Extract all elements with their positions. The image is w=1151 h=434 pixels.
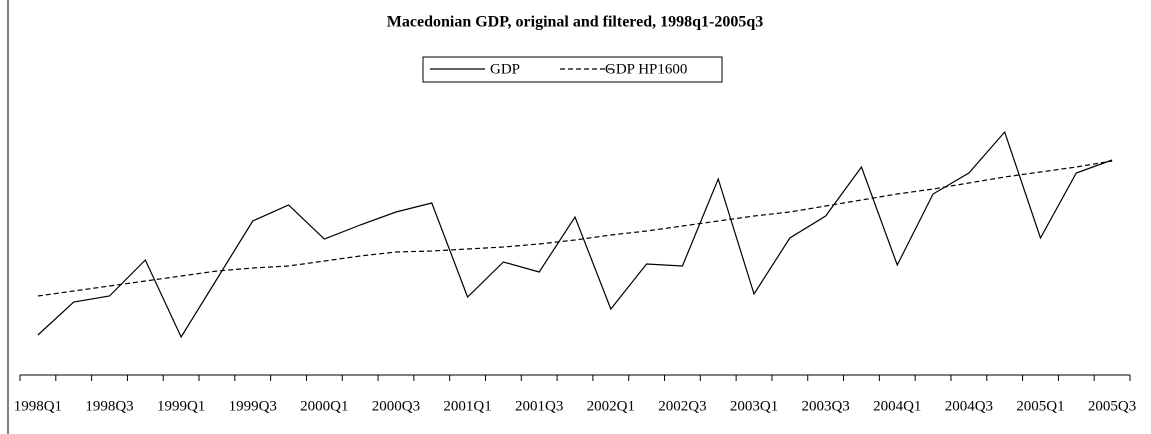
- legend-label: GDP: [490, 61, 520, 77]
- x-tick-label: 2001Q1: [443, 398, 491, 414]
- x-tick-label: 2000Q3: [372, 398, 420, 414]
- x-tick-label: 2003Q3: [801, 398, 849, 414]
- x-tick-label: 1998Q1: [14, 398, 62, 414]
- x-tick-label: 1999Q3: [229, 398, 277, 414]
- x-tick-label: 2000Q1: [300, 398, 348, 414]
- x-tick-label: 2002Q1: [587, 398, 635, 414]
- x-tick-label: 1999Q1: [157, 398, 205, 414]
- x-tick-label: 2005Q1: [1016, 398, 1064, 414]
- x-tick-label: 2004Q3: [945, 398, 993, 414]
- data-line: [37, 130, 1113, 339]
- legend-label: GDP HP1600: [605, 61, 687, 77]
- x-tick-label: 1998Q3: [85, 398, 133, 414]
- chart-title: Macedonian GDP, original and filtered, 1…: [387, 14, 763, 31]
- data-line: [37, 160, 1113, 297]
- x-tick-label: 2005Q3: [1088, 398, 1136, 414]
- x-tick-label: 2004Q1: [873, 398, 921, 414]
- x-tick-label: 2002Q3: [658, 398, 706, 414]
- x-tick-label: 2001Q3: [515, 398, 563, 414]
- x-tick-label: 2003Q1: [730, 398, 778, 414]
